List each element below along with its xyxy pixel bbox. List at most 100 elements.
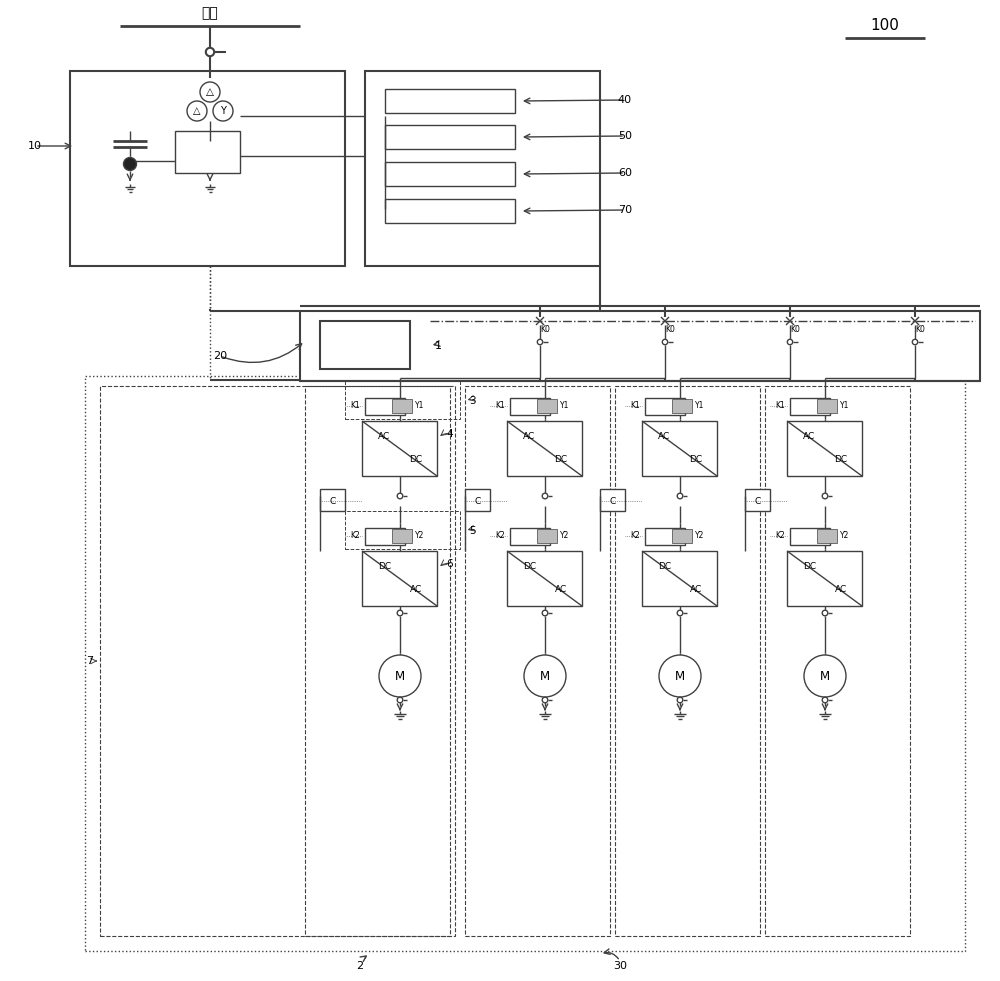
Bar [645, 528, 685, 544]
Text: C: C [609, 496, 616, 505]
Bar [510, 528, 550, 544]
Text: △: △ [193, 106, 201, 116]
Circle shape [659, 655, 701, 697]
Text: Y2: Y2 [840, 532, 849, 541]
Text: DC: DC [834, 455, 848, 464]
Circle shape [542, 610, 548, 616]
Text: 50: 50 [618, 131, 632, 141]
Bar [537, 529, 557, 543]
Circle shape [397, 493, 403, 498]
Bar [385, 162, 515, 186]
Text: Y1: Y1 [695, 401, 704, 410]
Text: M: M [820, 669, 830, 683]
Text: △: △ [206, 87, 214, 97]
Circle shape [662, 339, 668, 344]
Bar [385, 199, 515, 223]
Text: DC: DC [409, 455, 423, 464]
Bar [305, 386, 450, 936]
Circle shape [677, 610, 683, 616]
Bar [365, 397, 405, 415]
Text: 20: 20 [213, 351, 227, 361]
Bar [672, 399, 692, 413]
Text: C: C [474, 496, 481, 505]
Text: K1: K1 [630, 401, 640, 410]
Text: AC: AC [690, 585, 702, 594]
Bar [790, 528, 830, 544]
Circle shape [822, 697, 828, 702]
Bar [70, 71, 345, 266]
Text: K0: K0 [665, 325, 675, 334]
Bar [362, 421, 437, 476]
Text: K2: K2 [495, 532, 505, 541]
Text: 100: 100 [871, 19, 899, 33]
Bar [507, 551, 582, 606]
Bar [345, 511, 460, 549]
Bar [817, 399, 837, 413]
Text: AC: AC [410, 585, 422, 594]
Circle shape [397, 697, 403, 702]
Text: DC: DC [378, 562, 391, 571]
Bar [175, 131, 240, 173]
Text: 7: 7 [86, 656, 94, 666]
Text: Y2: Y2 [560, 532, 569, 541]
Text: AC: AC [835, 585, 847, 594]
Text: 电网: 电网 [202, 6, 218, 20]
Text: Y: Y [220, 106, 226, 116]
Text: 2: 2 [356, 961, 364, 971]
Text: DC: DC [803, 562, 816, 571]
Text: K0: K0 [790, 325, 800, 334]
Text: K1: K1 [495, 401, 505, 410]
Circle shape [187, 101, 207, 121]
Bar [600, 489, 625, 511]
Text: DC: DC [523, 562, 536, 571]
Text: Y1: Y1 [840, 401, 849, 410]
Text: 40: 40 [618, 95, 632, 105]
Text: 70: 70 [618, 205, 632, 215]
Bar [100, 386, 455, 936]
Bar [642, 551, 717, 606]
Bar [365, 71, 600, 266]
Bar [817, 529, 837, 543]
Text: K2: K2 [350, 532, 360, 541]
Text: AC: AC [555, 585, 567, 594]
Text: K1: K1 [775, 401, 785, 410]
Bar [385, 125, 515, 149]
Text: K1: K1 [350, 401, 360, 410]
Bar [85, 376, 965, 951]
Text: 6: 6 [447, 559, 453, 569]
Text: Y2: Y2 [415, 532, 424, 541]
Bar [507, 421, 582, 476]
Circle shape [822, 610, 828, 616]
Text: Y2: Y2 [695, 532, 704, 541]
Text: AC: AC [658, 432, 671, 440]
Circle shape [822, 493, 828, 498]
Text: 5: 5 [469, 526, 475, 536]
Text: C: C [754, 496, 761, 505]
Bar [320, 489, 345, 511]
Text: AC: AC [803, 432, 816, 440]
Bar [320, 321, 410, 369]
Circle shape [213, 101, 233, 121]
Text: DC: DC [689, 455, 703, 464]
Circle shape [912, 339, 918, 344]
Bar [465, 489, 490, 511]
Bar [300, 311, 980, 381]
Text: 3: 3 [469, 396, 475, 406]
Circle shape [379, 655, 421, 697]
Text: 60: 60 [618, 168, 632, 178]
Bar [362, 551, 437, 606]
Bar [672, 529, 692, 543]
Text: AC: AC [523, 432, 536, 440]
Bar [465, 386, 610, 936]
Circle shape [200, 82, 220, 102]
Bar [392, 399, 412, 413]
Text: Y1: Y1 [415, 401, 424, 410]
Text: DC: DC [554, 455, 568, 464]
Text: AC: AC [378, 432, 391, 440]
Circle shape [206, 48, 214, 56]
Bar [345, 381, 460, 419]
Circle shape [524, 655, 566, 697]
Bar [392, 529, 412, 543]
Text: 10: 10 [28, 141, 42, 151]
Text: K0: K0 [915, 325, 925, 334]
